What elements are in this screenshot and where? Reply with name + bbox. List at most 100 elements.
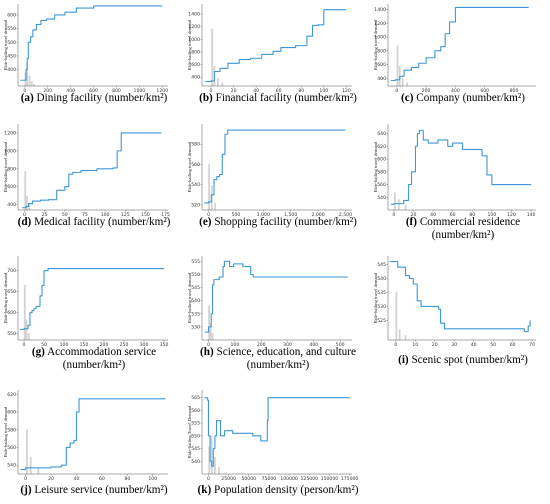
y-axis-label-j: Ride-hailing travel demand (3, 406, 8, 457)
hist-bar-k-0 (208, 446, 211, 474)
caption-text-c: Company (number/km²) (416, 92, 525, 104)
caption-text-k: Population density (person/km²) (214, 484, 359, 496)
chart-panel-a: 0 200 400 600 800 1000 1200 400 450 500 550 600 Ride… (3, 4, 170, 94)
x-tick-label-d-6: 150 (141, 212, 150, 218)
x-tick-label-e-0: 0 (207, 212, 210, 218)
chart-svg-h: 0 100 200 300 400 500 530 535 540 545 550 555 Ride-h… (187, 256, 352, 348)
chart-panel-g: 0 50 100 150 200 250 300 350 550 600 650 700 Ride-ha… (3, 256, 170, 348)
x-tick-label-c-3: 600 (480, 88, 489, 94)
x-tick-label-i-5: 50 (490, 342, 496, 348)
caption-g: (g) Accommodation service (number/km²) (4, 346, 184, 372)
caption-text-e: Shopping facility (number/km²) (214, 216, 357, 228)
x-tick-label-c-4: 800 (510, 88, 519, 94)
caption-text-i: Scenic spot (number/km²) (411, 354, 528, 366)
y-tick-label-i-0: 525 (377, 318, 386, 324)
x-tick-label-d-5: 125 (121, 212, 130, 218)
y-tick-label-j-4: 620 (7, 392, 16, 398)
histogram-j (25, 429, 40, 474)
hist-bar-c-0 (396, 45, 399, 86)
x-tick-label-g-2: 100 (60, 342, 69, 348)
x-tick-label-a-6: 1200 (156, 88, 168, 94)
x-tick-label-e-3: 1,500 (284, 212, 297, 218)
histogram-i (395, 291, 407, 340)
x-tick-label-k-2: 50000 (241, 476, 256, 482)
y-tick-label-a-1: 450 (7, 53, 16, 59)
x-tick-label-b-0: 0 (210, 88, 213, 94)
y-tick-label-c-1: 600 (377, 62, 386, 68)
series-line-e (204, 129, 346, 204)
caption-j: (j) Leisure service (number/km²) (4, 484, 184, 497)
hist-bar-c-2 (401, 77, 404, 86)
chart-panel-j: 0 20 40 60 80 100 540 560 580 600 620 Ride-hailing … (3, 390, 170, 482)
histogram-f (393, 192, 407, 210)
y-axis-label-c: Ride-hailing travel demand (373, 19, 378, 70)
x-tick-label-d-3: 75 (82, 212, 88, 218)
x-tick-label-e-1: 500 (232, 212, 241, 218)
y-tick-label-e-3: 580 (191, 142, 200, 148)
histogram-d (24, 171, 31, 210)
y-axis-label-d: Ride-hailing travel demand (3, 141, 8, 192)
x-tick-label-f-5: 100 (488, 212, 497, 218)
y-tick-label-j-1: 560 (7, 445, 16, 451)
chart-svg-e: 0 500 1,000 1,500 2,000 2,500 520 540 560 580Ride… (187, 124, 352, 218)
x-tick-label-f-7: 140 (527, 212, 536, 218)
hist-bar-a-0 (24, 72, 27, 86)
y-tick-label-i-4: 545 (377, 262, 386, 268)
hist-bar-e-0 (208, 164, 211, 210)
x-tick-label-g-6: 300 (140, 342, 149, 348)
caption-h: (h) Science, education, and culture (num… (188, 346, 368, 372)
caption-letter-g: (g) (31, 346, 45, 358)
y-tick-label-b-5: 1400 (188, 12, 200, 18)
x-tick-label-k-7: 175000 (341, 476, 359, 482)
y-axis-label-k: Ride-hailing Travel Demand (187, 405, 192, 458)
caption-letter-j: (j) (20, 484, 32, 496)
hist-bar-j-0 (25, 429, 28, 474)
hist-bar-a-3 (30, 81, 33, 86)
caption-letter-d: (d) (17, 216, 32, 228)
hist-bar-i-0 (395, 291, 398, 340)
x-tick-label-a-4: 800 (112, 88, 121, 94)
series-line-b (205, 9, 347, 83)
y-tick-label-h-5: 555 (191, 259, 200, 265)
x-tick-label-j-3: 60 (99, 476, 105, 482)
y-tick-label-k-4: 560 (191, 408, 200, 414)
caption-c: (c) Company (number/km²) (374, 92, 550, 105)
y-tick-label-a-2: 500 (7, 40, 16, 46)
hist-bar-f-1 (397, 199, 400, 210)
histogram-b (211, 28, 224, 86)
x-tick-label-b-4: 80 (298, 88, 304, 94)
x-tick-label-c-1: 200 (422, 88, 431, 94)
caption-text-h: Science, education, and culture (number/… (216, 346, 356, 371)
y-axis-label-g: Ride-hailing travel demand (3, 272, 8, 323)
y-tick-label-k-3: 555 (191, 421, 200, 427)
y-tick-label-g-3: 700 (7, 268, 16, 274)
chart-panel-d: 0 25 50 75 100 125 150 175 400 600 800 1000 1200 Ride… (3, 124, 170, 218)
x-tick-label-f-4: 80 (469, 212, 475, 218)
y-tick-label-j-0: 540 (7, 463, 16, 469)
y-tick-label-b-3: 1000 (188, 37, 200, 43)
caption-e: (e) Shopping facility (number/km²) (188, 216, 368, 229)
x-tick-label-c-0: 0 (395, 88, 398, 94)
hist-bar-k-1 (210, 436, 213, 474)
histogram-g (23, 284, 30, 340)
chart-panel-e: 0 500 1,000 1,500 2,000 2,500 520 540 560 580 Ride… (187, 124, 354, 218)
caption-letter-b: (b) (199, 92, 213, 104)
x-tick-label-g-4: 200 (100, 342, 109, 348)
caption-letter-h: (h) (200, 346, 214, 358)
caption-letter-a: (a) (20, 92, 34, 104)
y-tick-label-b-1: 600 (191, 62, 200, 68)
caption-text-g: Accommodation service (number/km²) (47, 346, 157, 371)
y-tick-label-c-3: 1000 (374, 35, 386, 41)
y-axis-label-a: Ride-hailing travel demand (3, 19, 8, 70)
x-tick-label-h-3: 300 (283, 342, 292, 348)
caption-text-d: Medical facility (number/km²) (34, 216, 171, 228)
hist-bar-i-1 (398, 329, 401, 340)
hist-bar-k-3 (218, 467, 220, 474)
x-tick-label-g-3: 150 (80, 342, 89, 348)
x-tick-label-j-4: 80 (124, 476, 130, 482)
y-tick-label-e-2: 560 (191, 162, 200, 168)
x-tick-label-i-1: 10 (412, 342, 418, 348)
hist-bar-h-2 (211, 333, 214, 340)
y-tick-label-h-0: 530 (191, 324, 200, 330)
x-tick-label-h-1: 100 (231, 342, 240, 348)
